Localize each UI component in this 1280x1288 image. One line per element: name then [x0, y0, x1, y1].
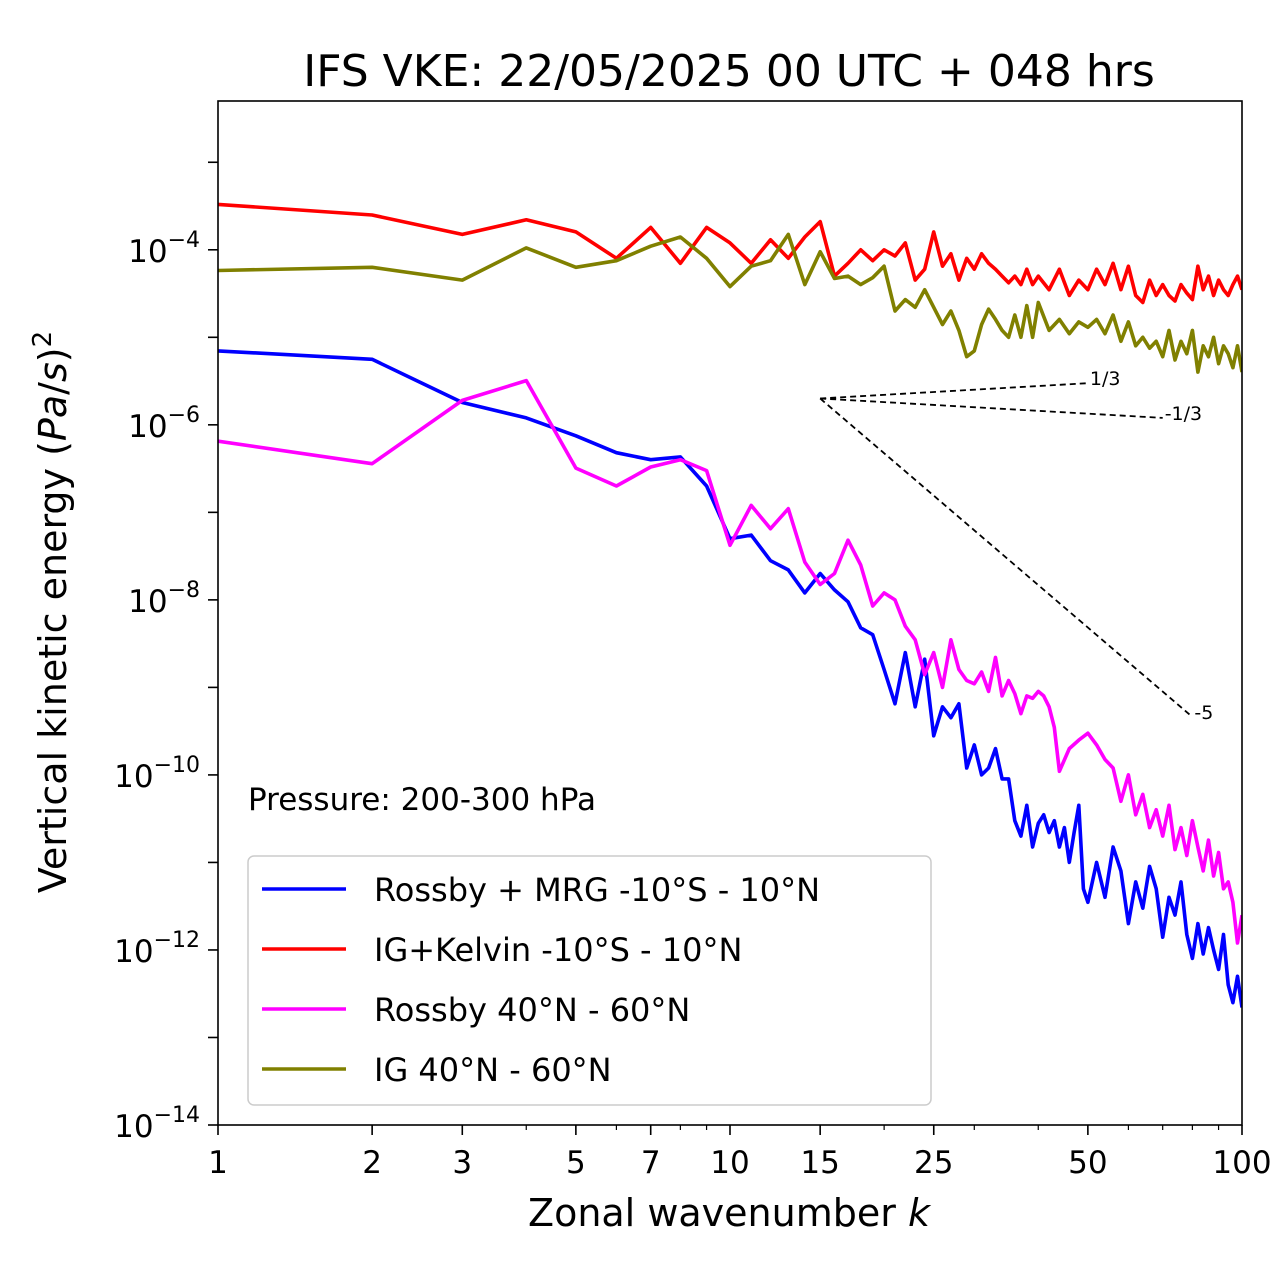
legend-label: IG+Kelvin -10°S - 10°N [374, 931, 742, 969]
x-tick-label: 15 [800, 1145, 839, 1181]
y-tick-label: 10−6 [128, 403, 200, 445]
y-axis-title-power: 2 [28, 331, 58, 348]
x-tick-label: 25 [914, 1145, 953, 1181]
legend-entries: Rossby + MRG -10°S - 10°N IG+Kelvin -10°S… [262, 871, 820, 1089]
slope-label: -1/3 [1165, 403, 1202, 425]
reference-line [820, 382, 1088, 400]
legend-label: IG 40°N - 60°N [374, 1051, 612, 1089]
reference-lines [819, 382, 1193, 718]
x-tick-label: 3 [452, 1145, 472, 1181]
slope-labels: 1/3 -1/3 -5 [1090, 368, 1213, 724]
y-tick-label: 10−4 [128, 228, 200, 270]
chart-title: IFS VKE: 22/05/2025 00 UTC + 048 hrs [303, 46, 1155, 97]
x-tick-label: 5 [566, 1145, 586, 1181]
pressure-annotation: Pressure: 200-300 hPa [248, 782, 596, 818]
legend: Rossby + MRG -10°S - 10°N IG+Kelvin -10°S… [247, 855, 932, 1106]
x-tick-label: 1 [208, 1145, 228, 1181]
y-axis-title: Vertical kinetic energy (Pa/s)2 [28, 331, 75, 893]
y-tick-label: 10−8 [128, 578, 200, 620]
y-axis-title-unit: Pa [31, 395, 75, 441]
x-axis-title: Zonal wavenumber k [528, 1191, 932, 1235]
x-tick-label: 10 [710, 1145, 749, 1181]
slope-label: 1/3 [1090, 368, 1121, 390]
x-axis-title-symbol: k [908, 1191, 932, 1235]
y-axis-title-close: ) [31, 347, 75, 362]
x-tick-label: 50 [1068, 1145, 1107, 1181]
legend-label: Rossby 40°N - 60°N [374, 991, 690, 1029]
reference-line [820, 397, 1163, 419]
series-line [218, 349, 1242, 1008]
y-tick-label: 10−12 [114, 928, 200, 970]
plot-area: 1/3 -1/3 -5 [217, 100, 1243, 1126]
x-tick-label: 7 [641, 1145, 661, 1181]
x-axis: 1 2 3 5 7 10 15 25 50 100 [208, 1125, 1272, 1181]
y-axis-title-text: Vertical kinetic energy ( [31, 441, 75, 893]
y-axis: 10−14 10−12 10−10 10−8 10−6 10−4 [114, 161, 218, 1145]
y-tick-label: 10−14 [114, 1103, 200, 1145]
series-layer [218, 202, 1242, 1008]
slope-label: -5 [1194, 702, 1213, 724]
reference-line [819, 397, 1193, 718]
y-axis-title-slash: / [31, 382, 75, 395]
legend-label: Rossby + MRG -10°S - 10°N [374, 871, 820, 909]
series-line [218, 232, 1242, 374]
series-line [218, 378, 1242, 945]
x-axis-title-text: Zonal wavenumber [528, 1191, 908, 1235]
x-tick-label: 2 [362, 1145, 382, 1181]
legend-box [247, 855, 932, 1106]
x-tick-label: 100 [1212, 1145, 1271, 1181]
y-axis-title-unit-s: s [31, 362, 75, 382]
y-tick-label: 10−10 [114, 753, 200, 795]
